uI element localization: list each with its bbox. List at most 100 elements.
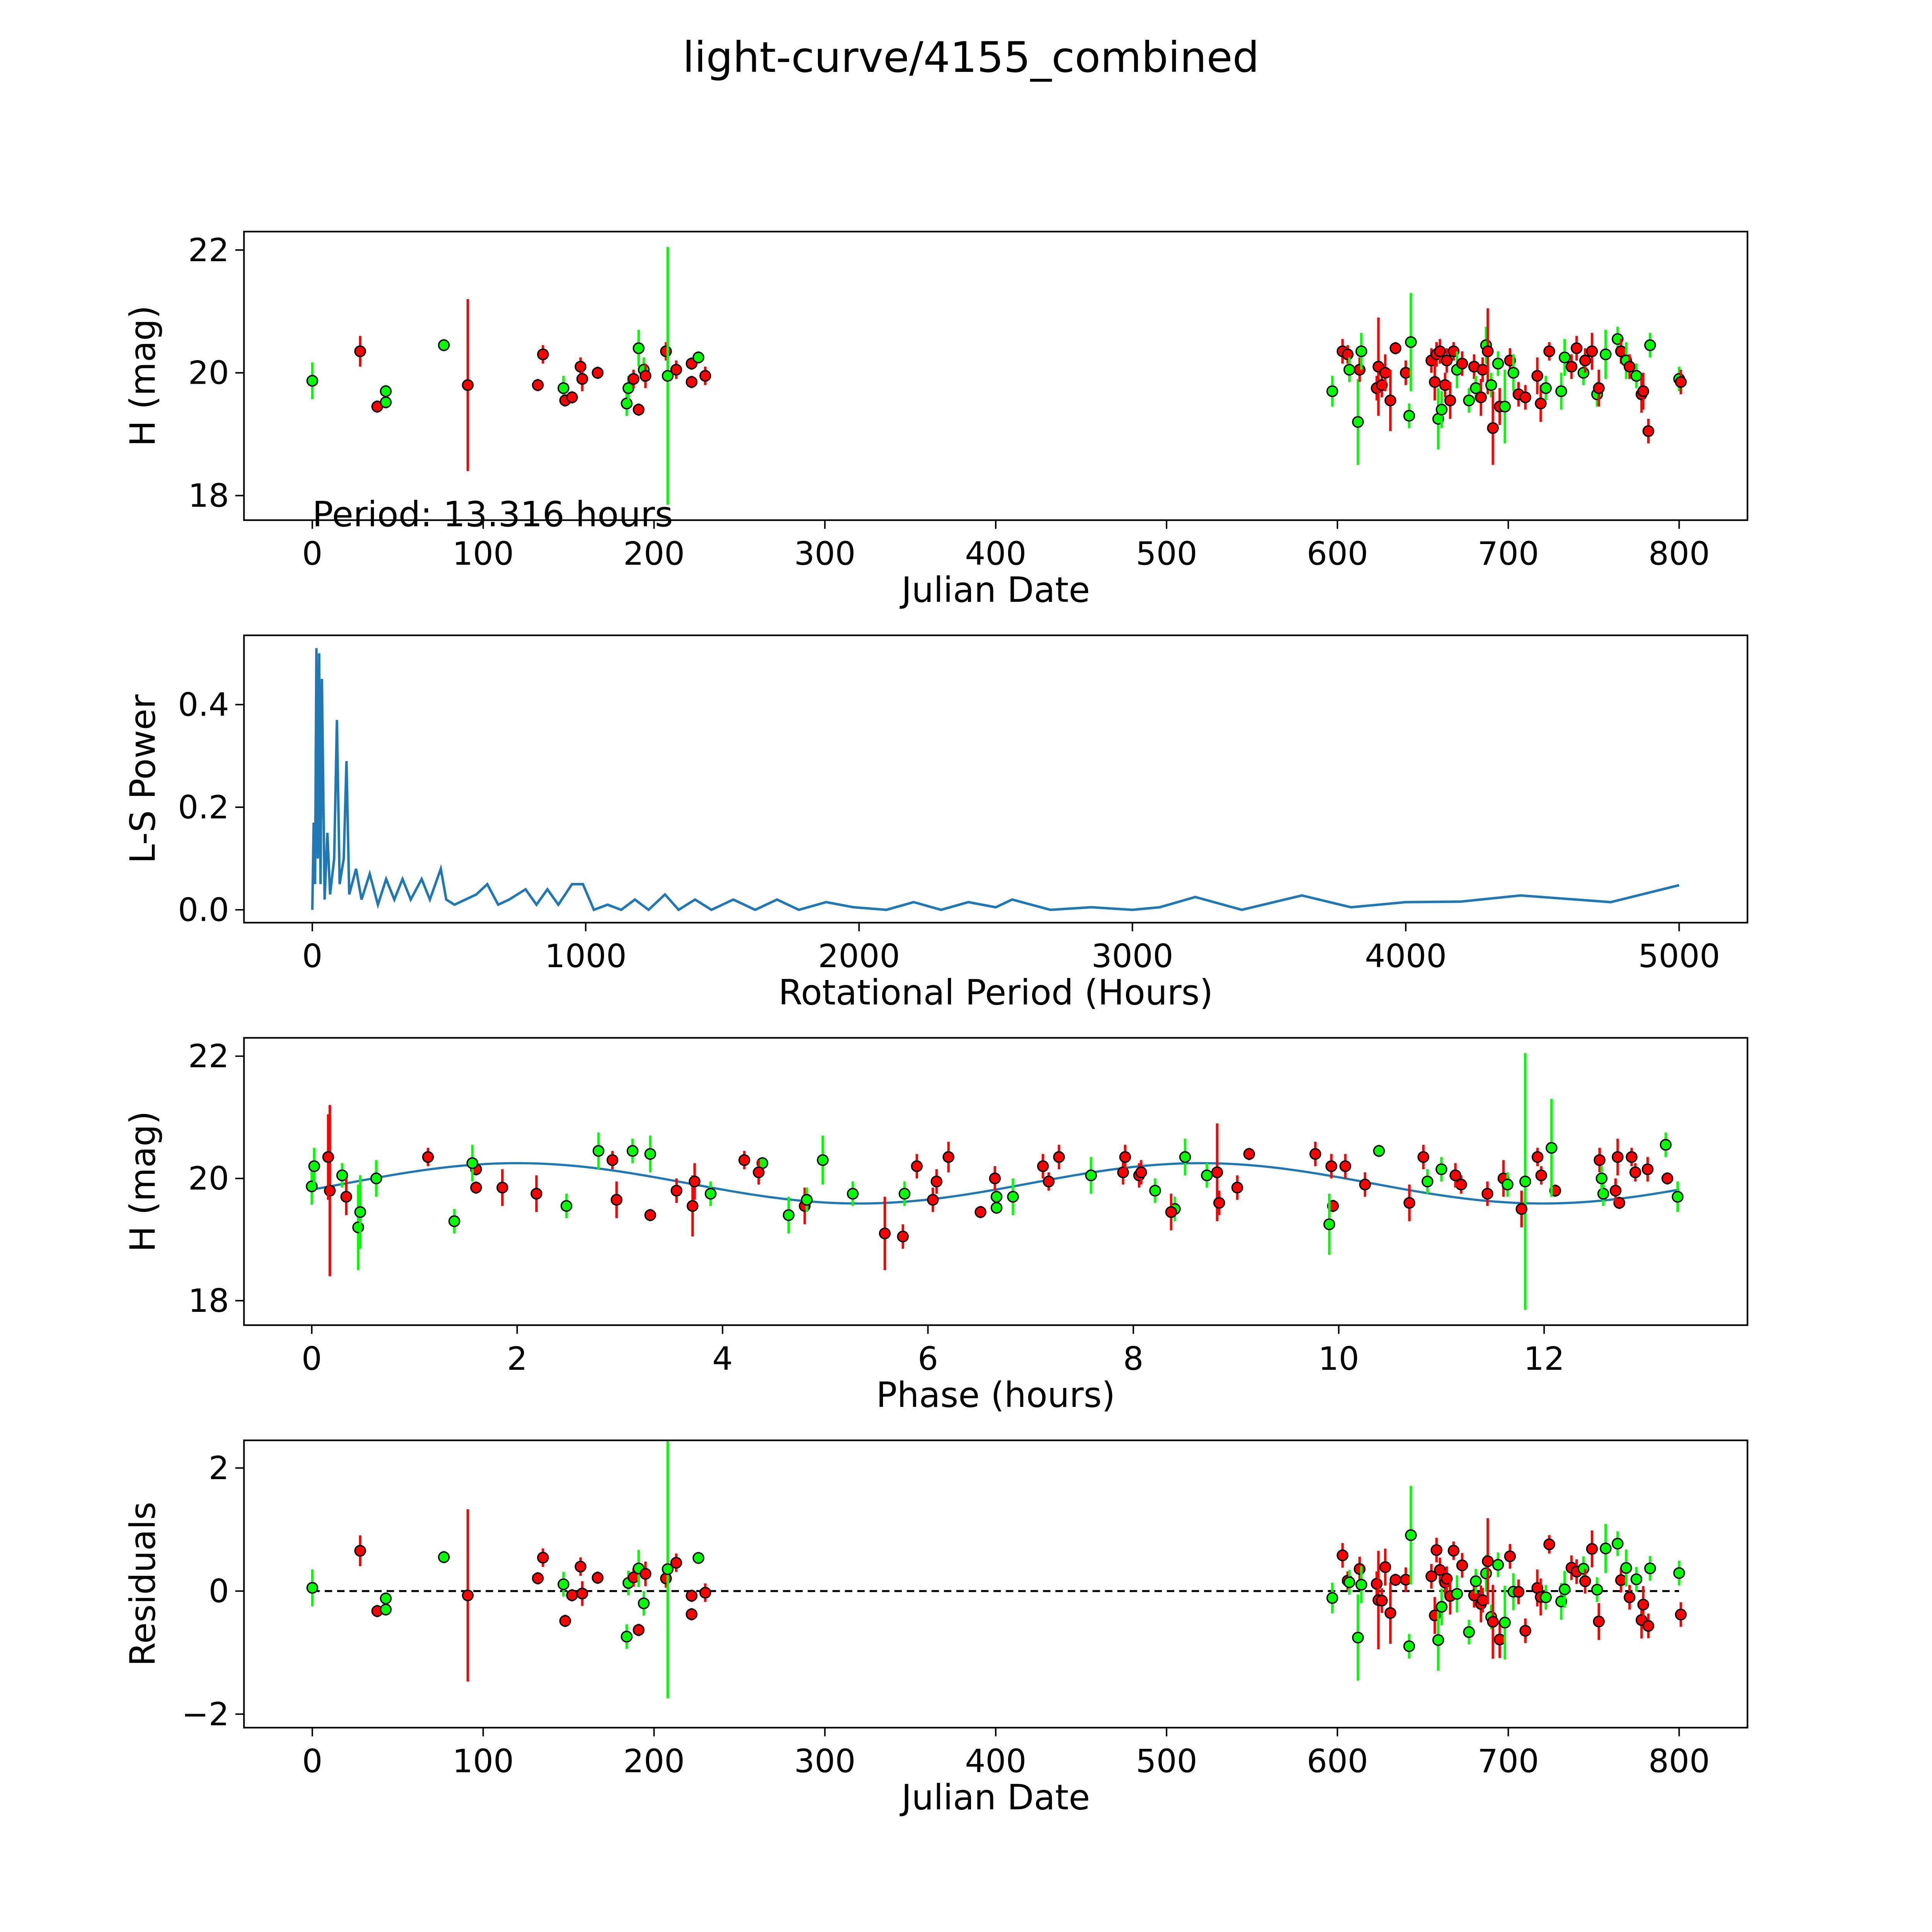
residual-point-red [1642, 1620, 1655, 1632]
data-point-green [1492, 357, 1504, 370]
data-point-red [576, 373, 588, 385]
data-point-red [1439, 379, 1451, 391]
y-tick-label: 18 [188, 477, 229, 514]
residual-point-green [558, 1578, 570, 1590]
phased-point-red [1043, 1175, 1055, 1187]
x-tick-label: 12 [1524, 1340, 1565, 1378]
residual-point-red [660, 1572, 672, 1585]
residual-point-red [1379, 1561, 1391, 1573]
data-point-red [1354, 364, 1366, 376]
residual-point-red [1579, 1575, 1591, 1587]
data-point-red [354, 345, 366, 357]
phased-point-green [466, 1157, 478, 1169]
data-point-red [633, 403, 645, 416]
residual-point-red [1624, 1591, 1636, 1604]
phased-point-red [1037, 1160, 1049, 1172]
residual-point-red [1593, 1616, 1605, 1628]
x-tick-label: 200 [623, 1743, 685, 1780]
data-point-green [633, 342, 645, 354]
phased-point-red [975, 1206, 986, 1218]
y-tick-label: 0.0 [178, 891, 229, 929]
phased-point-green [560, 1200, 573, 1212]
phased-panel: 0 2 4 6 8 10 12 18 20 22 Phase (hours) H (mag) [123, 1037, 1748, 1415]
residual-point-green [1326, 1592, 1338, 1604]
residual-point-green [380, 1592, 392, 1605]
phased-point-red [1449, 1169, 1461, 1182]
x-tick-label: 10 [1318, 1340, 1359, 1378]
residual-point-green [1480, 1567, 1492, 1580]
residual-point-green [306, 1582, 318, 1594]
y-tick-label: 0.4 [178, 686, 229, 723]
phased-point-green [1422, 1175, 1434, 1187]
phased-point-green [308, 1160, 320, 1172]
phased-point-red [1481, 1188, 1493, 1200]
phased-point-red [1629, 1166, 1641, 1179]
residual-point-red [566, 1589, 578, 1601]
residual-point-red [1615, 1574, 1627, 1586]
phased-point-red [1053, 1151, 1065, 1163]
phased-point-red [1641, 1163, 1654, 1175]
phased-point-green [626, 1145, 639, 1157]
x-tick-label: 0 [302, 1743, 323, 1780]
y-axis-label: H (mag) [123, 1111, 163, 1252]
data-point-green [1630, 370, 1643, 382]
axes-frame [243, 231, 1748, 521]
lightcurve-panel: 0 100 200 300 400 500 600 700 800 18 20 22 Julian Da… [123, 231, 1748, 611]
data-point-green [306, 375, 318, 387]
x-tick-label: 500 [1136, 535, 1197, 573]
residual-point-red [670, 1557, 682, 1569]
residual-point-red [1400, 1574, 1412, 1586]
phased-point-red [611, 1194, 622, 1206]
residual-point-green [662, 1563, 674, 1575]
phased-point-red [1119, 1151, 1131, 1163]
residual-point-green [1470, 1575, 1482, 1587]
residual-point-red [1384, 1607, 1396, 1619]
data-point-red [1379, 367, 1391, 379]
x-tick-label: 100 [452, 1743, 514, 1780]
phased-point-red [1213, 1197, 1225, 1209]
residual-point-red [1371, 1578, 1383, 1590]
phased-point-green [704, 1188, 717, 1200]
phased-point-red [1531, 1151, 1544, 1163]
residuals-panel: 0 100 200 300 400 500 600 700 800 −2 0 2 Julian Date… [123, 1439, 1748, 1818]
phased-point-red [738, 1154, 750, 1166]
data-point-green [1463, 395, 1475, 406]
residual-point-red [1354, 1563, 1366, 1575]
x-tick-label: 400 [965, 535, 1026, 573]
data-point-green [558, 382, 570, 394]
phased-point-red [911, 1160, 923, 1172]
data-point-red [628, 373, 639, 385]
data-point-red [1441, 354, 1453, 367]
residual-point-green [1432, 1634, 1444, 1646]
phased-point-red [1243, 1148, 1255, 1160]
residual-point-red [1482, 1555, 1494, 1567]
phased-point-red [753, 1166, 765, 1179]
axes-frame [243, 634, 1748, 923]
residual-point-red [1519, 1625, 1531, 1637]
residual-point-green [1355, 1578, 1367, 1591]
residual-point-red [592, 1571, 604, 1584]
data-point-green [1403, 410, 1415, 422]
residual-point-red [699, 1587, 711, 1599]
residual-point-green [621, 1631, 633, 1643]
phased-point-red [531, 1188, 543, 1200]
residual-point-red [1512, 1586, 1525, 1598]
phased-point-green [990, 1202, 1003, 1214]
residual-point-green [1499, 1617, 1511, 1629]
data-point-red [462, 379, 474, 391]
phased-point-green [1672, 1191, 1684, 1203]
phased-point-red [1609, 1185, 1622, 1197]
data-point-red [1475, 391, 1487, 403]
phased-point-green [1149, 1185, 1161, 1197]
data-point-red [575, 361, 587, 373]
residual-point-red [1376, 1595, 1388, 1607]
x-tick-label: 4000 [1365, 937, 1447, 975]
data-point-green [1343, 364, 1355, 376]
data-point-red [1642, 425, 1655, 437]
phased-point-green [1179, 1151, 1191, 1163]
data-point-red [1593, 382, 1605, 394]
axes-frame [243, 1037, 1748, 1326]
residual-point-red [1447, 1544, 1460, 1557]
